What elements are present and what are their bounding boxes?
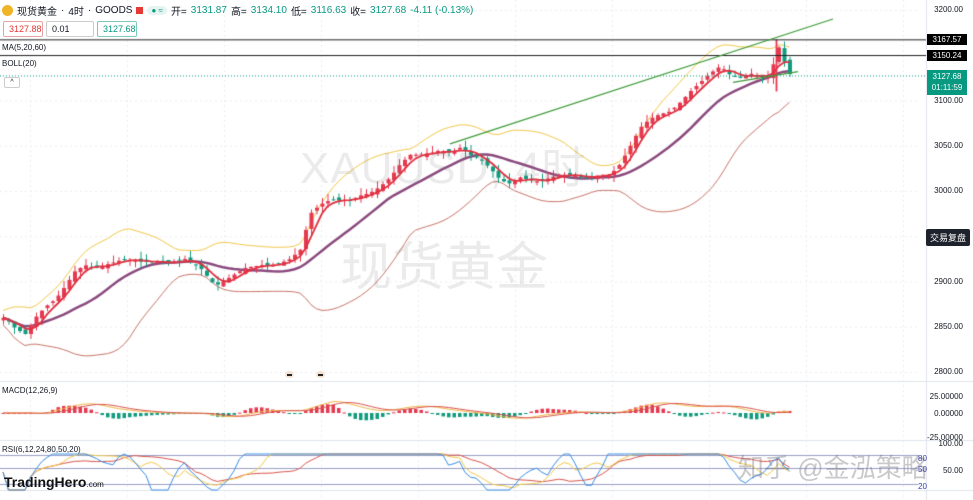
price-label: 2850.00 <box>934 322 963 331</box>
price-label: 2900.00 <box>934 277 963 286</box>
rsi-axis-label: 50.00 <box>942 466 963 475</box>
market-status-pill[interactable]: ● ≈ <box>147 6 167 15</box>
rsi-level-80: 80 <box>918 454 927 463</box>
quantity-input[interactable]: 0.01 <box>46 21 94 37</box>
boll-indicator-label[interactable]: BOLL(20) <box>2 59 37 68</box>
trade-replay-button[interactable]: 交易复盘 <box>926 229 971 246</box>
low-value: 3116.63 <box>310 5 347 16</box>
high-value: 3134.10 <box>250 5 287 16</box>
collapse-indicators-button[interactable]: ^ <box>4 77 20 88</box>
open-value: 3131.87 <box>190 5 227 16</box>
flag-icon[interactable] <box>136 7 144 14</box>
symbol-name[interactable]: 现货黄金 <box>17 7 57 18</box>
name-watermark: 现货黄金 <box>340 239 549 297</box>
credit-watermark: 知乎 @金泓策略 <box>738 453 928 483</box>
exchange: GOODS <box>95 5 133 16</box>
rsi-level-20: 20 <box>918 482 927 491</box>
price-label: 3100.00 <box>934 96 963 105</box>
gold-coin-icon <box>2 5 13 16</box>
rsi-axis-label: 100.00 <box>938 439 963 448</box>
macd-axis-label: 0.00000 <box>934 409 963 418</box>
last-price-tag: 3127.68 01:11:59 <box>927 70 967 95</box>
macd-axis-label: 25.00000 <box>929 392 963 401</box>
countdown: 01:11:59 <box>931 83 963 92</box>
macd-indicator-label[interactable]: MACD(12,26,9) <box>2 386 58 395</box>
change-value: -4.11 (-0.13%) <box>410 5 474 16</box>
event-marker-icon[interactable] <box>316 371 325 378</box>
price-label: 2800.00 <box>934 367 963 376</box>
ma-indicator-label[interactable]: MA(5,20,60) <box>2 43 47 52</box>
price-label: 3000.00 <box>934 186 963 195</box>
buy-button[interactable]: 3127.68 <box>97 21 137 37</box>
close-value: 3127.68 <box>370 5 407 16</box>
symbol-watermark: XAUUSD, 4时 <box>300 144 587 193</box>
price-label: 3050.00 <box>934 141 963 150</box>
price-label: 3200.00 <box>934 5 963 14</box>
mid-line-tag: 3150.24 <box>927 50 967 61</box>
rsi-level-50: 50 <box>918 465 927 474</box>
macd-axis-label: -25.00000 <box>926 433 963 442</box>
rsi-indicator-label[interactable]: RSI(6,12,24,80,50,20) <box>2 445 81 454</box>
timeframe[interactable]: 4时 <box>68 7 84 18</box>
trade-panel: 3127.88 0.01 3127.68 <box>3 21 137 37</box>
event-marker-icon[interactable] <box>285 371 294 378</box>
tradinghero-logo: TradingHero.com <box>4 474 104 490</box>
chart-header: 现货黄金 · 4时 · GOODS ● ≈ 开= 3131.87 高= 3134.1… <box>2 3 473 18</box>
high-line-tag: 3167.57 <box>927 34 967 45</box>
sell-button[interactable]: 3127.88 <box>3 21 43 37</box>
